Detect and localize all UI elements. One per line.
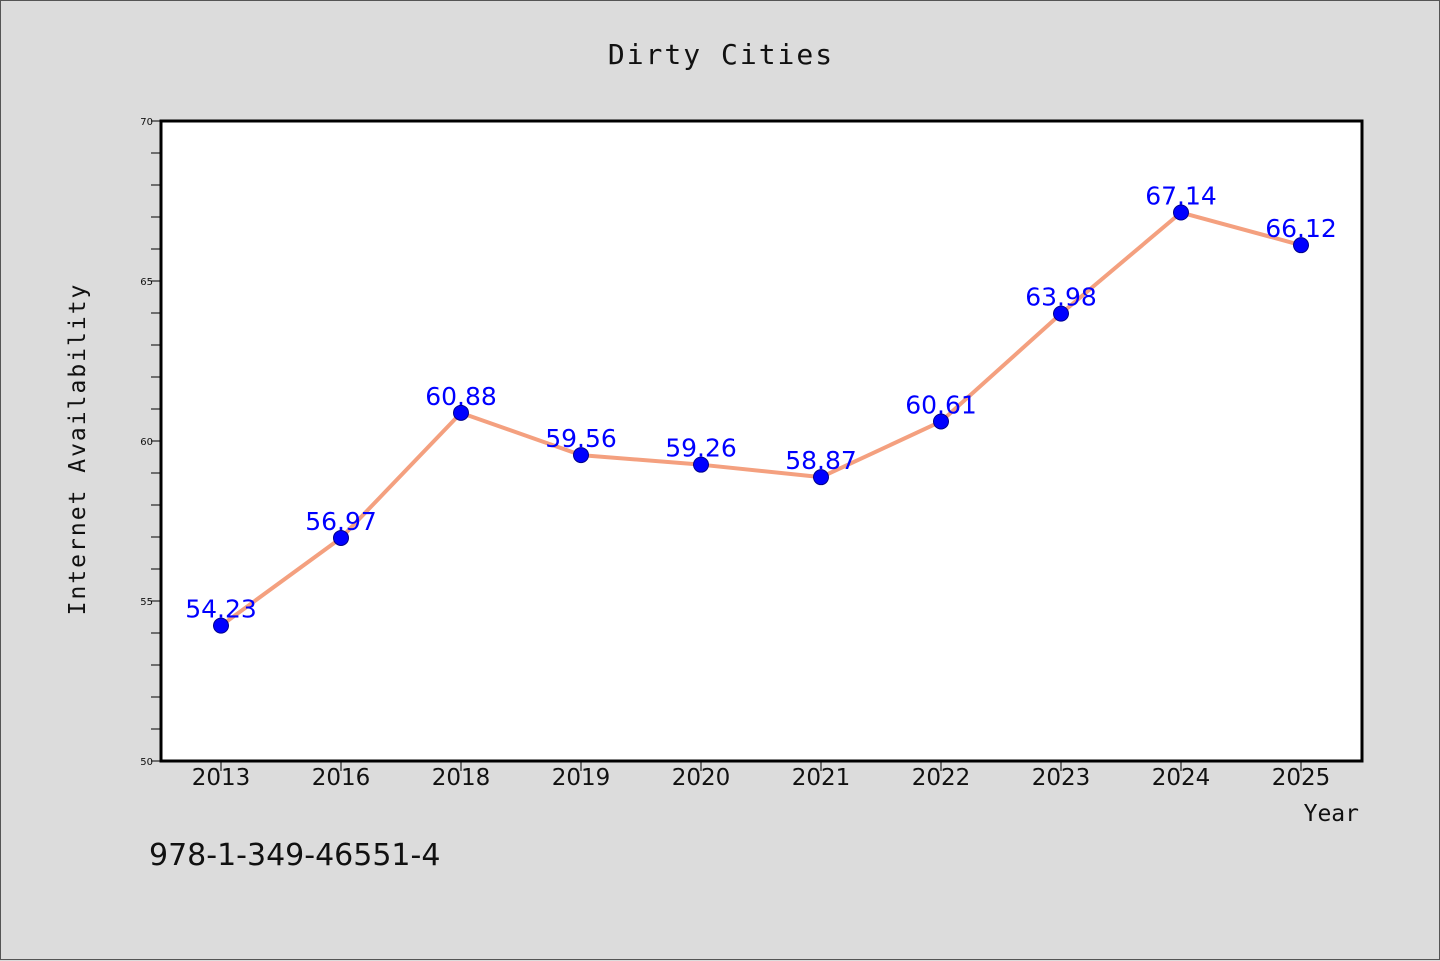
x-tick-label: 2016 [312, 765, 371, 791]
data-point [933, 413, 949, 430]
y-tick-label: 60 [140, 437, 153, 448]
data-label: 56.97 [305, 507, 377, 536]
data-label: 60.61 [905, 390, 977, 419]
data-point [693, 456, 709, 473]
data-point [453, 404, 469, 421]
x-tick-label: 2019 [552, 765, 611, 791]
data-label: 59.56 [545, 424, 617, 453]
data-label-group: 54.23 56.97 60.88 59.56 59.26 58.87 60.61 63.98… [185, 182, 1337, 624]
data-label: 58.87 [785, 446, 857, 475]
data-point [333, 529, 349, 546]
y-axis: 50 55 60 65 70 [140, 117, 161, 768]
x-tick-label: 2024 [1152, 765, 1211, 791]
data-point [1173, 204, 1189, 221]
x-axis-label: Year [1304, 801, 1359, 827]
y-tick-label: 70 [140, 117, 153, 128]
y-tick-label: 65 [140, 277, 153, 288]
x-axis: 2013 2016 2018 2019 2020 2021 2022 2023 2024 2025 [192, 761, 1331, 791]
data-label: 67.14 [1145, 182, 1217, 211]
x-tick-label: 2021 [792, 765, 851, 791]
data-point [1053, 305, 1069, 322]
x-tick-label: 2025 [1272, 765, 1331, 791]
x-tick-label: 2023 [1032, 765, 1091, 791]
x-tick-label: 2013 [192, 765, 251, 791]
data-label: 66.12 [1265, 214, 1337, 243]
y-tick-label: 50 [140, 757, 153, 768]
data-point [813, 469, 829, 486]
data-point [573, 447, 589, 464]
x-tick-label: 2020 [672, 765, 731, 791]
y-tick-label: 55 [140, 597, 153, 608]
x-tick-label: 2018 [432, 765, 491, 791]
isbn-text: 978-1-349-46551-4 [149, 838, 440, 873]
data-label: 60.88 [425, 382, 497, 411]
series-line [219, 210, 1302, 628]
y-axis-label: Internet Availability [65, 283, 91, 616]
data-label: 54.23 [185, 595, 257, 624]
x-tick-label: 2022 [912, 765, 971, 791]
data-label: 59.26 [665, 434, 737, 463]
chart-title: Dirty Cities [608, 38, 834, 71]
data-point [1293, 237, 1309, 254]
series-line-group [213, 204, 1309, 634]
data-point [213, 617, 229, 634]
data-label: 63.98 [1025, 283, 1097, 312]
